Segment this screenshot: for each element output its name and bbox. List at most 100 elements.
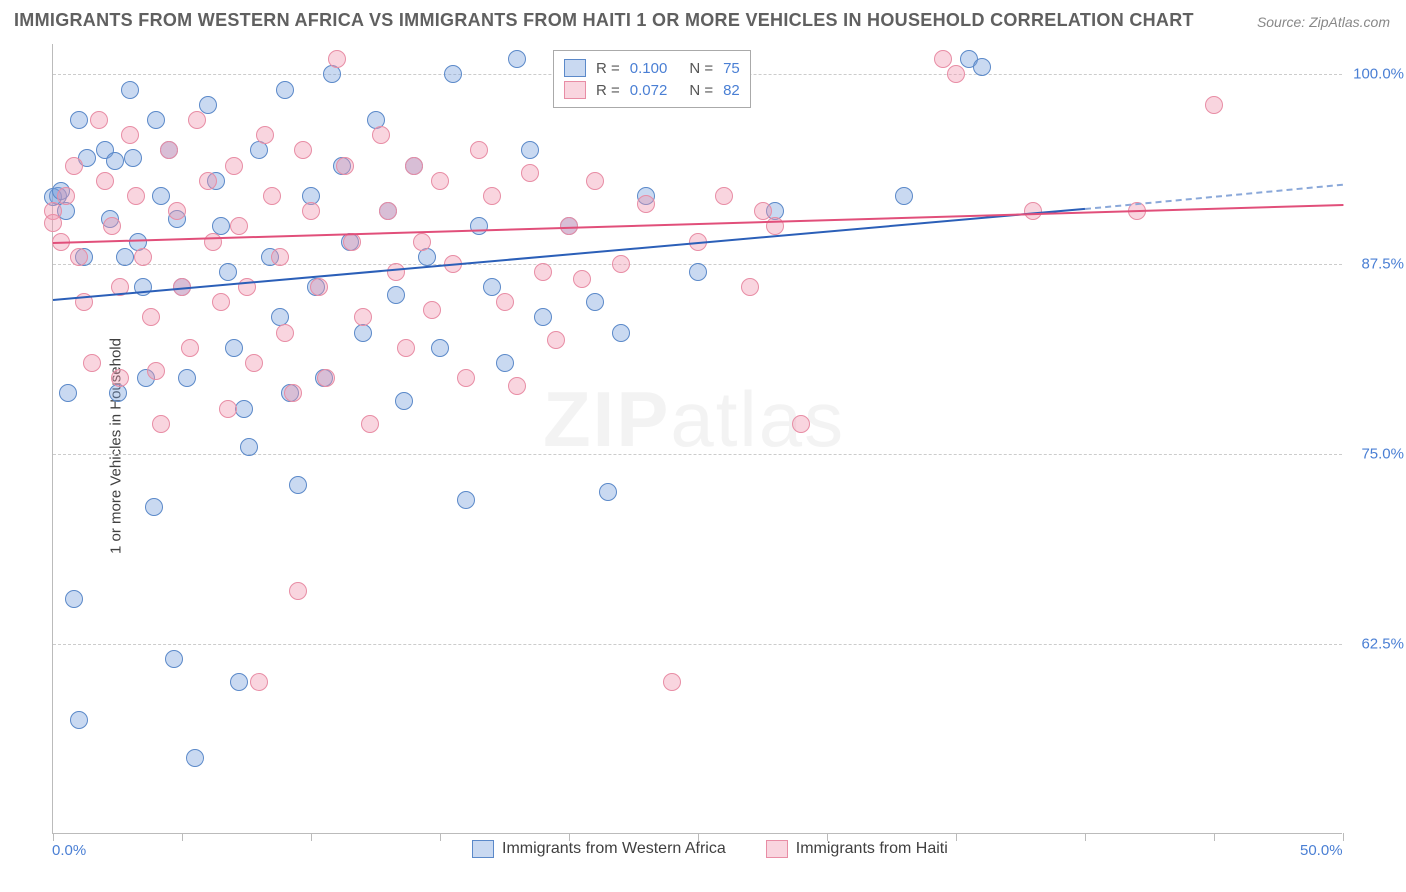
point-western-africa <box>240 438 258 456</box>
scatter-plot: ZIPatlas 62.5%75.0%87.5%100.0%R = 0.100N… <box>52 44 1342 834</box>
point-western-africa <box>219 263 237 281</box>
point-haiti <box>310 278 328 296</box>
point-western-africa <box>521 141 539 159</box>
point-western-africa <box>586 293 604 311</box>
legend-swatch <box>472 840 494 858</box>
point-haiti <box>663 673 681 691</box>
point-haiti <box>354 308 372 326</box>
point-haiti <box>212 293 230 311</box>
point-haiti <box>65 157 83 175</box>
point-western-africa <box>689 263 707 281</box>
legend-r-value: 0.072 <box>630 82 668 99</box>
point-haiti <box>289 582 307 600</box>
bottom-legend-item: Immigrants from Haiti <box>766 840 948 858</box>
point-haiti <box>199 172 217 190</box>
point-western-africa <box>973 58 991 76</box>
x-tick-label: 0.0% <box>52 842 86 859</box>
y-tick-label: 100.0% <box>1348 66 1404 83</box>
legend-swatch <box>564 59 586 77</box>
bottom-legend: Immigrants from Western Africa Immigrants… <box>472 840 948 858</box>
legend-n-value: 82 <box>723 82 740 99</box>
point-haiti <box>204 233 222 251</box>
point-western-africa <box>508 50 526 68</box>
point-haiti <box>302 202 320 220</box>
point-western-africa <box>289 476 307 494</box>
legend-row: R = 0.072N = 82 <box>564 79 740 101</box>
point-haiti <box>372 126 390 144</box>
y-tick-label: 62.5% <box>1348 636 1404 653</box>
point-haiti <box>612 255 630 273</box>
point-haiti <box>317 369 335 387</box>
series-name: Immigrants from Western Africa <box>502 840 726 858</box>
point-haiti <box>496 293 514 311</box>
point-haiti <box>181 339 199 357</box>
point-haiti <box>225 157 243 175</box>
source-label: Source: ZipAtlas.com <box>1257 14 1390 30</box>
x-tick-label: 50.0% <box>1300 842 1343 859</box>
point-haiti <box>152 415 170 433</box>
legend-box: R = 0.100N = 75R = 0.072N = 82 <box>553 50 751 108</box>
point-haiti <box>336 157 354 175</box>
point-western-africa <box>59 384 77 402</box>
x-tick <box>1343 833 1344 841</box>
point-western-africa <box>230 673 248 691</box>
point-western-africa <box>395 392 413 410</box>
point-haiti <box>431 172 449 190</box>
point-western-africa <box>431 339 449 357</box>
point-haiti <box>263 187 281 205</box>
x-tick <box>53 833 54 841</box>
point-haiti <box>245 354 263 372</box>
legend-n-label: N = <box>689 60 713 77</box>
point-western-africa <box>109 384 127 402</box>
point-western-africa <box>186 749 204 767</box>
point-western-africa <box>534 308 552 326</box>
point-haiti <box>70 248 88 266</box>
point-haiti <box>147 362 165 380</box>
point-haiti <box>219 400 237 418</box>
legend-r-label: R = <box>596 60 620 77</box>
point-western-africa <box>165 650 183 668</box>
point-haiti <box>90 111 108 129</box>
point-western-africa <box>152 187 170 205</box>
point-haiti <box>121 126 139 144</box>
point-haiti <box>256 126 274 144</box>
point-western-africa <box>70 111 88 129</box>
point-haiti <box>142 308 160 326</box>
point-western-africa <box>895 187 913 205</box>
legend-swatch <box>564 81 586 99</box>
point-haiti <box>547 331 565 349</box>
point-western-africa <box>470 217 488 235</box>
series-name: Immigrants from Haiti <box>796 840 948 858</box>
point-western-africa <box>225 339 243 357</box>
point-haiti <box>508 377 526 395</box>
legend-r-value: 0.100 <box>630 60 668 77</box>
point-haiti <box>792 415 810 433</box>
point-haiti <box>387 263 405 281</box>
point-haiti <box>715 187 733 205</box>
point-western-africa <box>124 149 142 167</box>
point-haiti <box>44 214 62 232</box>
point-haiti <box>637 195 655 213</box>
legend-n-label: N = <box>689 82 713 99</box>
point-western-africa <box>483 278 501 296</box>
point-haiti <box>160 141 178 159</box>
point-haiti <box>361 415 379 433</box>
point-haiti <box>96 172 114 190</box>
point-haiti <box>405 157 423 175</box>
x-tick <box>1085 833 1086 841</box>
point-haiti <box>111 369 129 387</box>
point-western-africa <box>70 711 88 729</box>
point-haiti <box>57 187 75 205</box>
legend-row: R = 0.100N = 75 <box>564 57 740 79</box>
point-haiti <box>83 354 101 372</box>
y-tick-label: 75.0% <box>1348 446 1404 463</box>
point-haiti <box>413 233 431 251</box>
x-tick <box>1214 833 1215 841</box>
point-haiti <box>934 50 952 68</box>
point-western-africa <box>235 400 253 418</box>
point-western-africa <box>457 491 475 509</box>
y-tick-label: 87.5% <box>1348 256 1404 273</box>
point-western-africa <box>612 324 630 342</box>
point-haiti <box>483 187 501 205</box>
point-haiti <box>250 673 268 691</box>
